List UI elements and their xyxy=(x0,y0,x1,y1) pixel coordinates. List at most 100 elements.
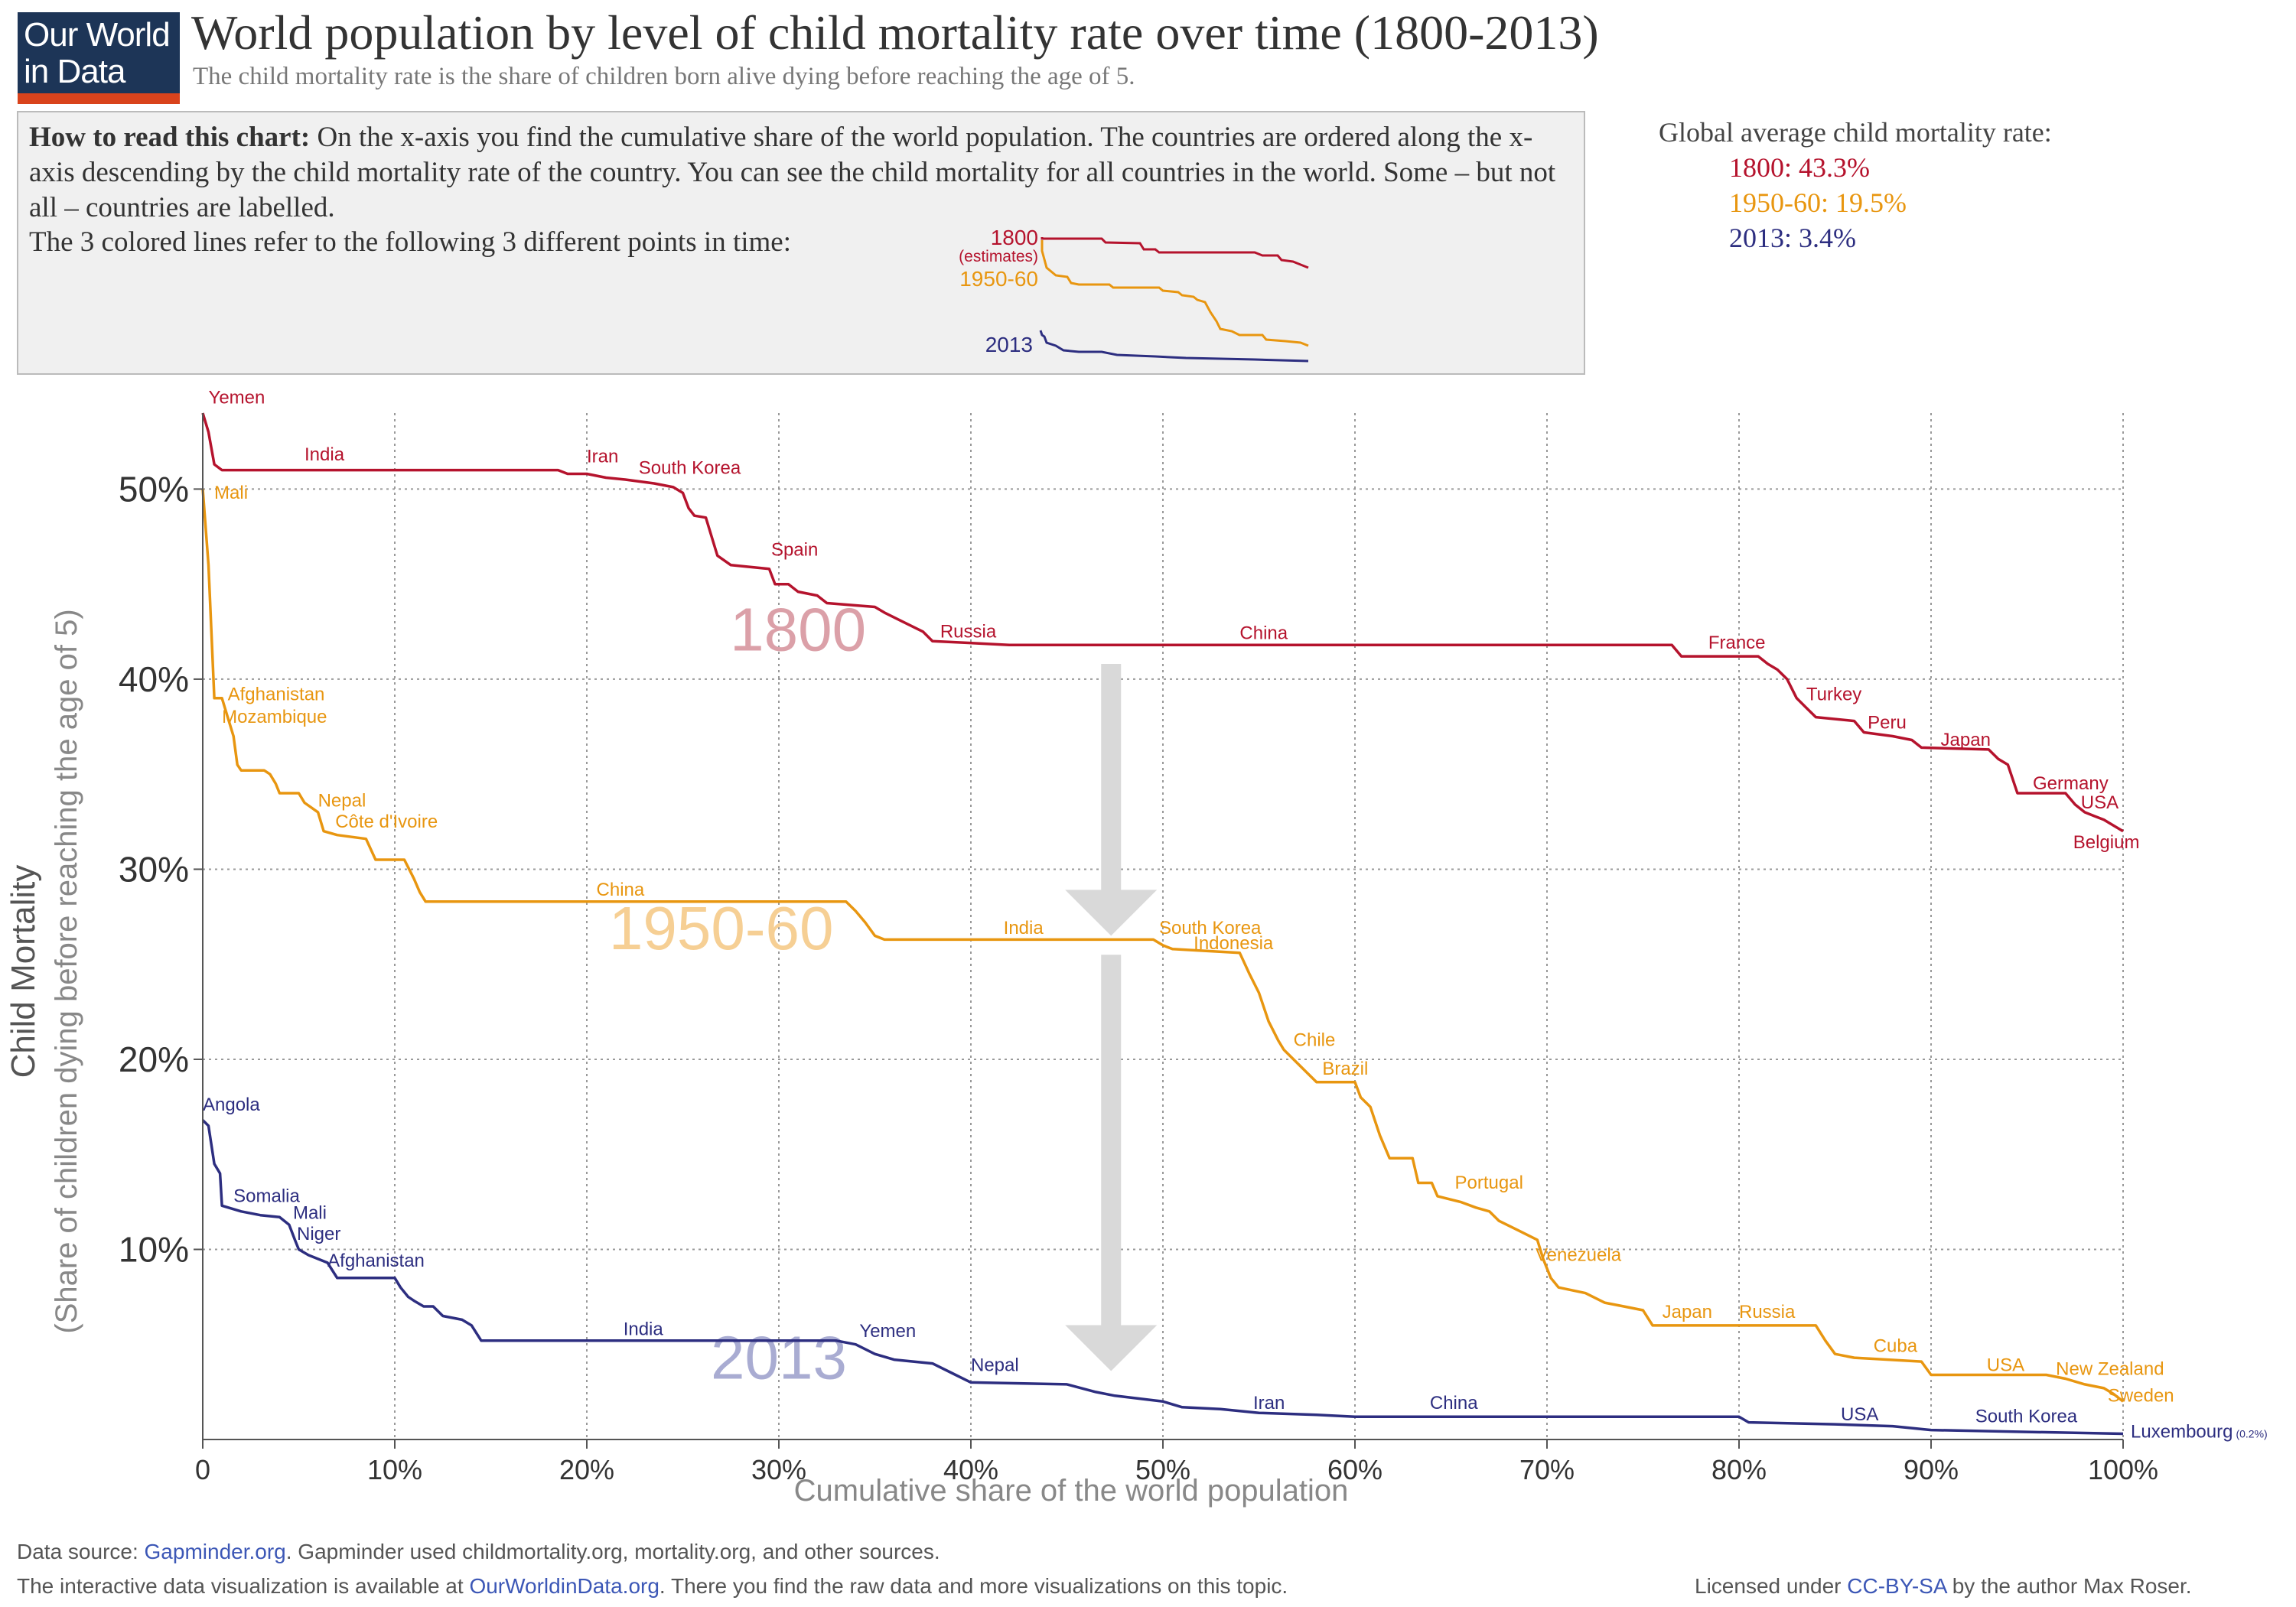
country-label: New Zealand xyxy=(2056,1359,2164,1380)
country-label: Yemen xyxy=(859,1321,916,1342)
country-label: Belgium xyxy=(2073,832,2140,853)
mini-legend-2013: 2013 xyxy=(985,333,1033,356)
mini-line-2013 xyxy=(1039,330,1309,363)
country-label: South Korea xyxy=(639,458,741,479)
x-tick-label: 70% xyxy=(1519,1454,1575,1485)
y-axis-sublabel: (Share of children dying before reaching… xyxy=(50,609,83,1333)
country-label: India xyxy=(624,1319,664,1339)
country-label: Chile xyxy=(1294,1030,1336,1051)
y-tick-label: 10% xyxy=(119,1229,189,1269)
country-label: China xyxy=(1239,623,1288,644)
country-label: Luxembourg (0.2%) xyxy=(2131,1422,2268,1443)
global-average-1800: 1800: 43.3% xyxy=(1729,152,1870,183)
x-tick-label: 20% xyxy=(559,1454,614,1485)
how-to-read-box: How to read this chart: On the x-axis yo… xyxy=(17,111,1585,375)
country-label: Yemen xyxy=(209,388,265,408)
mini-line-1950 xyxy=(1041,240,1309,347)
country-label-footnote: (0.2%) xyxy=(2236,1428,2267,1440)
y-tick-label: 50% xyxy=(119,469,189,509)
x-tick-label: 90% xyxy=(1904,1454,1959,1485)
country-label: Mali xyxy=(293,1203,327,1224)
mini-line-1800 xyxy=(1041,237,1309,269)
owid-link[interactable]: OurWorldinData.org xyxy=(469,1574,659,1598)
country-label: France xyxy=(1708,633,1766,653)
footer-source-pre: Data source: xyxy=(17,1540,145,1563)
country-label: Portugal xyxy=(1455,1173,1523,1193)
arrow-1950-to-2013 xyxy=(1065,955,1158,1371)
mini-legend-1950: 1950-60 xyxy=(959,267,1038,291)
footer-license-post: by the author Max Roser. xyxy=(1946,1574,2192,1598)
arrow-1800-to-1950 xyxy=(1065,664,1158,936)
country-label: South Korea xyxy=(1975,1407,2078,1427)
down-arrows xyxy=(1065,664,1158,1371)
how-to-read-body: On the x-axis you find the cumulative sh… xyxy=(29,122,1556,223)
country-label: Brazil xyxy=(1322,1059,1368,1079)
country-label: Niger xyxy=(297,1224,340,1244)
x-tick-label: 10% xyxy=(367,1454,422,1485)
country-label: China xyxy=(1430,1393,1478,1413)
grid-lines xyxy=(203,413,2124,1439)
country-label: Germany xyxy=(2033,773,2109,794)
country-label: China xyxy=(597,880,645,900)
mini-legend-estimates: (estimates) xyxy=(959,248,1038,265)
footer-source-post: . Gapminder used childmortality.org, mor… xyxy=(285,1540,940,1563)
country-label: Afghanistan xyxy=(327,1251,425,1271)
country-label: Somalia xyxy=(233,1186,300,1206)
country-label: Peru xyxy=(1868,713,1907,734)
country-label: Angola xyxy=(203,1095,260,1115)
global-average-1950: 1950-60: 19.5% xyxy=(1729,187,1907,218)
license-link[interactable]: CC-BY-SA xyxy=(1847,1574,1946,1598)
logo-line-2: in Data xyxy=(24,53,125,90)
how-to-read-heading: How to read this chart: xyxy=(29,122,311,153)
footer-viz-pre: The interactive data visualization is av… xyxy=(17,1574,470,1598)
country-labels: Yemen India Iran South Korea Spain Russia Chin… xyxy=(203,388,2268,1443)
x-tick-label: 0 xyxy=(195,1454,210,1485)
country-label: Afghanistan xyxy=(228,684,325,704)
x-tick-label: 60% xyxy=(1327,1454,1382,1485)
global-average-heading: Global average child mortality rate: xyxy=(1659,117,2052,148)
x-tick-label: 40% xyxy=(943,1454,998,1485)
series-lines xyxy=(201,412,2125,1436)
country-label: USA xyxy=(2081,792,2119,813)
x-tick-label: 30% xyxy=(751,1454,806,1485)
country-label: South Korea xyxy=(1159,918,1262,939)
country-label: India xyxy=(305,444,345,465)
global-average-box: Global average child mortality rate: 180… xyxy=(1659,115,2052,255)
country-label: Japan xyxy=(1941,730,1991,750)
country-label: Cuba xyxy=(1874,1336,1918,1357)
gapminder-link[interactable]: Gapminder.org xyxy=(144,1540,286,1563)
country-label: Mali xyxy=(214,483,248,503)
axes: 0 10% 20% 30% 40% 50% 60% 70% 80% 90% 100% 10% 20% 30… xyxy=(119,413,2158,1485)
country-label: Turkey xyxy=(1806,684,1861,704)
y-axis-label: Child Mortality xyxy=(5,865,42,1078)
x-tick-label: 80% xyxy=(1711,1454,1767,1485)
country-label: USA xyxy=(1841,1404,1878,1425)
country-label: Russia xyxy=(1739,1302,1796,1322)
y-tick-label: 20% xyxy=(119,1039,189,1079)
series-line-1800 xyxy=(201,412,2124,833)
country-label: Iran xyxy=(1253,1393,1285,1413)
chart-subtitle: The child mortality rate is the share of… xyxy=(193,63,1135,90)
footer-license-pre: Licensed under xyxy=(1695,1574,1848,1598)
country-label: Japan xyxy=(1663,1302,1712,1322)
country-label: Nepal xyxy=(318,790,366,811)
chart-title: World population by level of child morta… xyxy=(191,5,1599,60)
big-label-2013: 2013 xyxy=(711,1323,847,1391)
logo-line-1: Our World xyxy=(24,16,171,54)
country-label: Mozambique xyxy=(222,707,327,727)
mini-legend-1800: 1800 xyxy=(991,226,1038,249)
y-tick-label: 30% xyxy=(119,849,189,889)
country-label: Venezuela xyxy=(1536,1244,1622,1265)
how-to-read-legend-intro: The 3 colored lines refer to the followi… xyxy=(29,226,792,258)
country-label: Nepal xyxy=(971,1355,1019,1376)
country-label: Indonesia xyxy=(1194,933,1274,954)
country-label: USA xyxy=(1987,1355,2024,1376)
footer-license: Licensed under CC-BY-SA by the author Ma… xyxy=(1695,1574,2192,1599)
footer-viz: The interactive data visualization is av… xyxy=(17,1574,1288,1599)
country-label: India xyxy=(1004,918,1044,939)
big-label-1800: 1800 xyxy=(730,596,866,664)
series-line-2013 xyxy=(201,1119,2124,1436)
footer-viz-post: . There you find the raw data and more v… xyxy=(659,1574,1288,1598)
x-axis-label: Cumulative share of the world population xyxy=(794,1474,1349,1508)
x-tick-label: 100% xyxy=(2088,1454,2158,1485)
